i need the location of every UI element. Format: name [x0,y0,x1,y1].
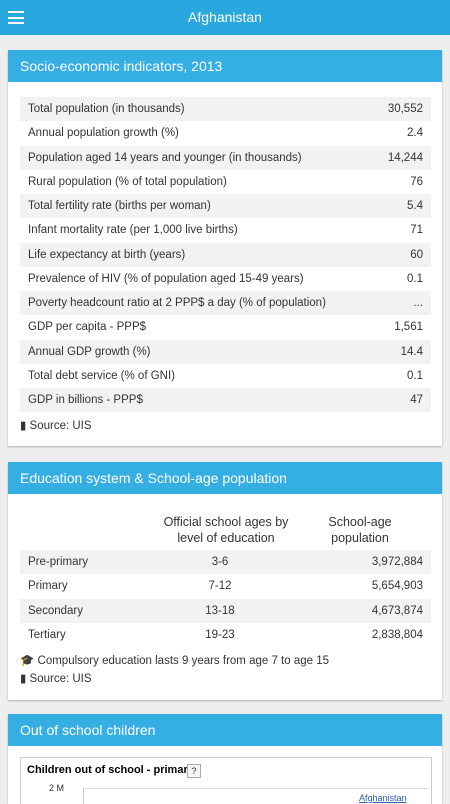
level: Tertiary [28,628,66,641]
level: Primary [28,580,68,593]
indicator: Total debt service (% of GNI) [28,369,175,382]
table-row: Secondary 13-18 4,673,874 [20,598,431,623]
education-card: Education system & School-age population… [8,462,442,700]
table-row: GDP per capita - PPP$ 1,561 [20,315,431,339]
indicator-value: 1,561 [394,321,423,334]
indicator-value: 60 [410,248,423,261]
axis-label: 2 M [49,783,65,793]
indicator: Total population (in thousands) [28,103,185,115]
table-row: Prevalence of HIV (% of population aged … [20,267,431,291]
indicator: GDP per capita - PPP$ [28,321,147,334]
chart-title: Children out of school - primary [27,764,194,776]
level: Pre-primary [28,556,89,568]
ages: 19-23 [205,628,235,641]
table-row: Population aged 14 years and younger (in… [20,145,431,170]
indicator: Life expectancy at birth (years) [28,248,186,261]
indicator: Annual population growth (%) [28,127,179,140]
table-row: GDP in billions - PPP$ 47 [20,388,431,412]
chart-box: Children out of school - primary ? 2 M A… [20,757,432,804]
indicator-value: ... [413,297,423,309]
column-header: School-age population [328,515,392,545]
table-row: Poverty headcount ratio at 2 PPP$ a day … [20,291,431,315]
table-row: Annual population growth (%) 2.4 [20,121,431,145]
card-title: Socio-economic indicators, 2013 [8,50,442,82]
out-of-school-card: Out of school children Children out of s… [8,714,442,804]
card-title: Out of school children [8,714,442,746]
table-row: Tertiary 19-23 2,838,804 [20,623,431,647]
menu-button[interactable] [8,11,24,24]
indicator-value: 14.4 [400,345,423,358]
source-text: Source: UIS [29,673,92,685]
indicator: Rural population (% of total population) [28,175,227,188]
indicator-value: 2.4 [407,127,423,140]
indicator-value: 71 [410,224,423,237]
grid-line [83,788,428,789]
ages: 13-18 [205,604,235,617]
table-row: Pre-primary 3-6 3,972,884 [20,550,431,574]
population: 5,654,903 [371,580,423,593]
table-row: Rural population (% of total population)… [20,170,431,194]
indicator: Population aged 14 years and younger (in… [28,151,302,164]
table-row: Total debt service (% of GNI) 0.1 [20,364,431,388]
indicator-value: 5.4 [407,200,423,212]
table-row: Life expectancy at birth (years) 60 [20,242,431,267]
indicator: Total fertility rate (births per woman) [28,200,211,212]
ages: 3-6 [211,556,229,568]
indicator: Poverty headcount ratio at 2 PPP$ a day … [28,297,326,309]
indicator-value: 47 [410,394,423,406]
column-header: Official school ages by level of educati… [163,515,289,545]
source-text: Source: UIS [29,420,92,432]
population: 2,838,804 [371,628,423,641]
table-row: Total population (in thousands) 30,552 [20,97,431,121]
source: ▮ Source: UIS [20,420,92,432]
top-bar: Afghanistan [0,0,450,35]
indicator: Prevalence of HIV (% of population aged … [28,272,304,285]
population: 3,972,884 [371,556,423,568]
card-title: Education system & School-age population [8,462,442,494]
table-row: Annual GDP growth (%) 14.4 [20,339,431,364]
population: 4,673,874 [371,604,423,617]
page-title: Afghanistan [188,9,262,25]
legend[interactable]: Afghanistan [359,793,407,803]
note: 🎓 Compulsory education lasts 9 years fro… [20,655,330,667]
indicator-value: 30,552 [387,103,423,115]
ages: 7-12 [208,580,232,593]
note-text: Compulsory education lasts 9 years from … [37,655,330,667]
table-row: Primary 7-12 5,654,903 [20,574,431,598]
indicator-value: 0.1 [407,369,423,382]
indicator-value: 0.1 [407,272,423,285]
level: Secondary [28,604,83,617]
indicator: Annual GDP growth (%) [28,345,151,358]
indicator-value: 76 [410,175,423,188]
table-row: Infant mortality rate (per 1,000 live bi… [20,218,431,242]
help-button[interactable]: ? [187,764,201,778]
table-row: Total fertility rate (births per woman) 5… [20,194,431,218]
axis-line [83,788,84,804]
socio-card: Socio-economic indicators, 2013 ▮ Source… [8,50,442,446]
source: ▮ Source: UIS [20,673,92,685]
indicator: Infant mortality rate (per 1,000 live bi… [28,224,238,237]
indicator-value: 14,244 [387,151,423,164]
indicator: GDP in billions - PPP$ [28,394,143,406]
